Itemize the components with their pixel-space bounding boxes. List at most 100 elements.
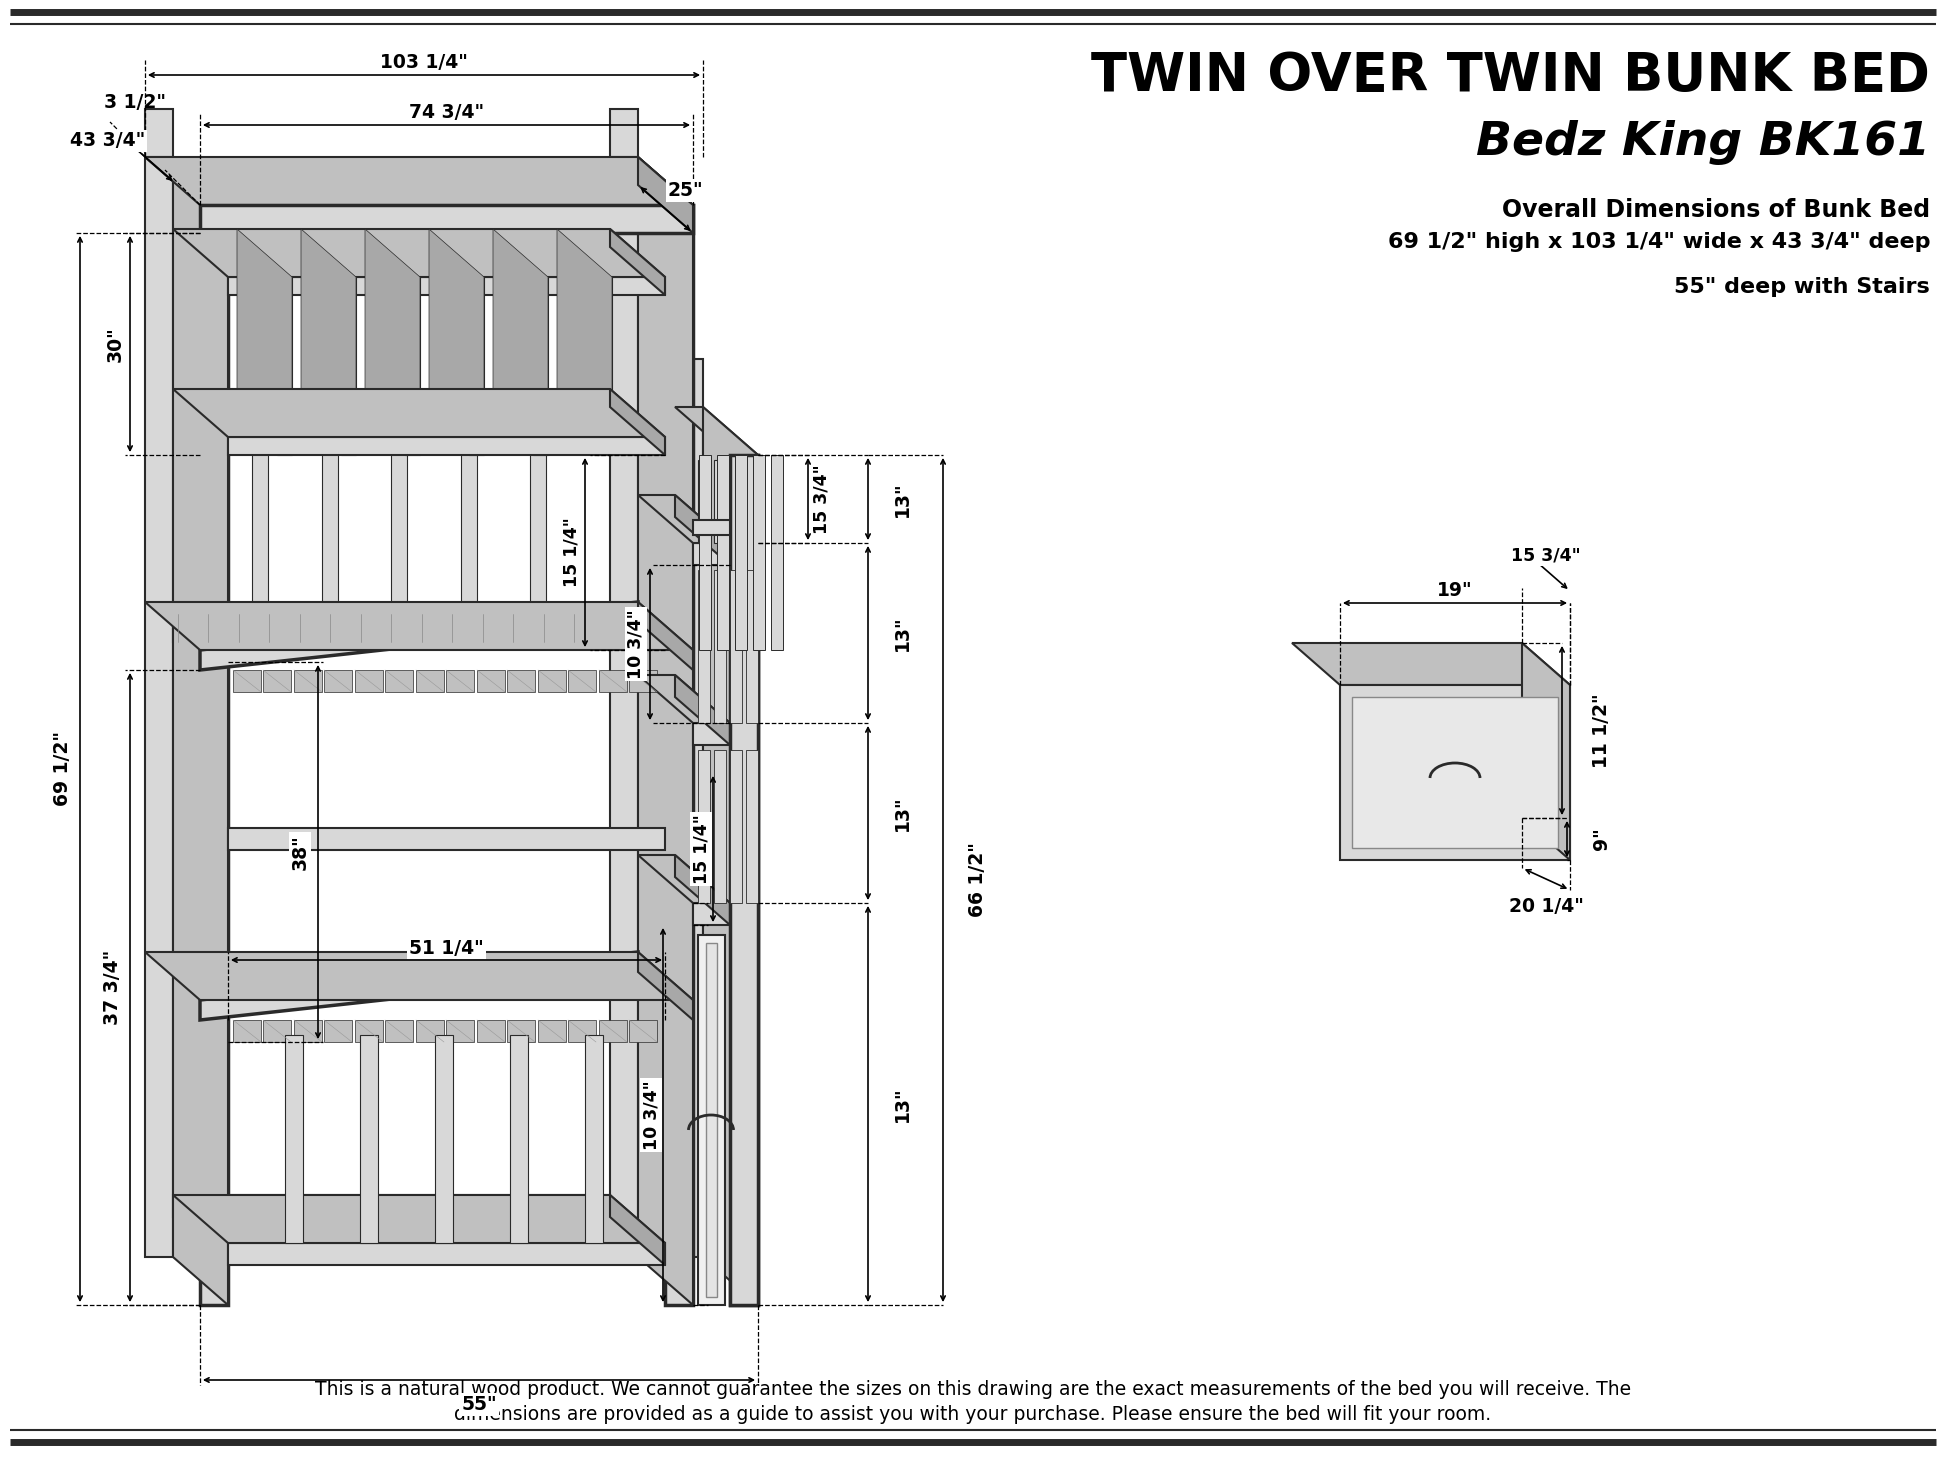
Polygon shape [745, 569, 759, 723]
Polygon shape [1352, 696, 1559, 848]
Polygon shape [173, 1194, 666, 1242]
Polygon shape [508, 1021, 535, 1042]
Polygon shape [239, 615, 257, 642]
Text: 55" deep with Stairs: 55" deep with Stairs [1674, 277, 1930, 296]
Polygon shape [477, 670, 506, 692]
Polygon shape [428, 229, 485, 456]
Text: 25": 25" [667, 181, 703, 200]
Polygon shape [451, 615, 471, 642]
Polygon shape [693, 520, 730, 534]
Polygon shape [362, 615, 379, 642]
Polygon shape [234, 1021, 261, 1042]
Polygon shape [269, 964, 286, 991]
Polygon shape [360, 1035, 378, 1242]
Polygon shape [675, 495, 730, 565]
Polygon shape [183, 359, 198, 615]
Polygon shape [537, 1021, 566, 1042]
Polygon shape [514, 615, 531, 642]
Polygon shape [173, 158, 228, 1305]
Polygon shape [706, 943, 716, 1296]
Polygon shape [699, 569, 710, 723]
Polygon shape [477, 1021, 506, 1042]
Text: 74 3/4": 74 3/4" [409, 104, 485, 123]
Text: 10 3/4": 10 3/4" [627, 609, 644, 679]
Polygon shape [629, 1021, 658, 1042]
Text: 11 1/2": 11 1/2" [1592, 694, 1611, 768]
Polygon shape [638, 158, 693, 234]
Polygon shape [263, 1021, 292, 1042]
Text: This is a natural wood product. We cannot guarantee the sizes on this drawing ar: This is a natural wood product. We canno… [315, 1380, 1631, 1399]
Polygon shape [276, 277, 292, 456]
Text: 66 1/2": 66 1/2" [967, 842, 987, 917]
Polygon shape [736, 456, 747, 650]
Polygon shape [228, 828, 666, 850]
Polygon shape [599, 1021, 627, 1042]
Text: 19": 19" [1438, 581, 1473, 600]
Polygon shape [609, 1194, 666, 1264]
Text: 43 3/4": 43 3/4" [70, 131, 146, 150]
Polygon shape [703, 407, 759, 1305]
Text: 30": 30" [105, 326, 125, 362]
Polygon shape [354, 670, 383, 692]
Polygon shape [508, 670, 535, 692]
Polygon shape [699, 934, 726, 1305]
Polygon shape [675, 359, 703, 1257]
Polygon shape [294, 670, 321, 692]
Polygon shape [269, 615, 286, 642]
Polygon shape [483, 964, 500, 991]
Polygon shape [714, 750, 726, 902]
Polygon shape [492, 229, 549, 456]
Polygon shape [568, 670, 595, 692]
Polygon shape [146, 158, 693, 204]
Polygon shape [629, 670, 658, 692]
Polygon shape [609, 110, 638, 1257]
Polygon shape [331, 615, 348, 642]
Text: 9": 9" [1592, 828, 1611, 850]
Polygon shape [323, 670, 352, 692]
Polygon shape [228, 1242, 666, 1264]
Polygon shape [699, 460, 710, 543]
Polygon shape [146, 110, 173, 1257]
Polygon shape [451, 964, 471, 991]
Polygon shape [609, 388, 666, 456]
Polygon shape [300, 615, 317, 642]
Text: 10 3/4": 10 3/4" [642, 1080, 660, 1150]
Polygon shape [638, 856, 730, 902]
Polygon shape [638, 158, 693, 1305]
Polygon shape [771, 456, 782, 650]
Polygon shape [300, 964, 317, 991]
Polygon shape [228, 277, 666, 295]
Polygon shape [510, 1035, 527, 1242]
Polygon shape [341, 277, 356, 456]
Polygon shape [239, 964, 257, 991]
Polygon shape [302, 229, 356, 456]
Polygon shape [714, 460, 726, 543]
Polygon shape [1341, 685, 1570, 860]
Polygon shape [446, 1021, 475, 1042]
Polygon shape [609, 158, 693, 204]
Polygon shape [416, 670, 444, 692]
Polygon shape [146, 602, 693, 650]
Polygon shape [675, 675, 730, 745]
Polygon shape [483, 615, 500, 642]
Polygon shape [284, 1035, 304, 1242]
Text: 37 3/4": 37 3/4" [103, 950, 121, 1025]
Polygon shape [405, 277, 420, 456]
Text: 69 1/2": 69 1/2" [53, 731, 72, 806]
Polygon shape [730, 750, 741, 902]
Polygon shape [177, 615, 197, 642]
Text: 15 3/4": 15 3/4" [813, 464, 831, 534]
Text: 13": 13" [893, 1086, 913, 1121]
Polygon shape [714, 569, 726, 723]
Polygon shape [699, 750, 710, 902]
Polygon shape [422, 615, 440, 642]
Text: Overall Dimensions of Bunk Bed: Overall Dimensions of Bunk Bed [1502, 199, 1930, 222]
Polygon shape [323, 1021, 352, 1042]
Polygon shape [730, 460, 741, 543]
Polygon shape [294, 1021, 321, 1042]
Polygon shape [146, 158, 228, 204]
Polygon shape [574, 964, 592, 991]
Polygon shape [469, 277, 485, 456]
Polygon shape [366, 229, 420, 456]
Polygon shape [200, 204, 693, 234]
